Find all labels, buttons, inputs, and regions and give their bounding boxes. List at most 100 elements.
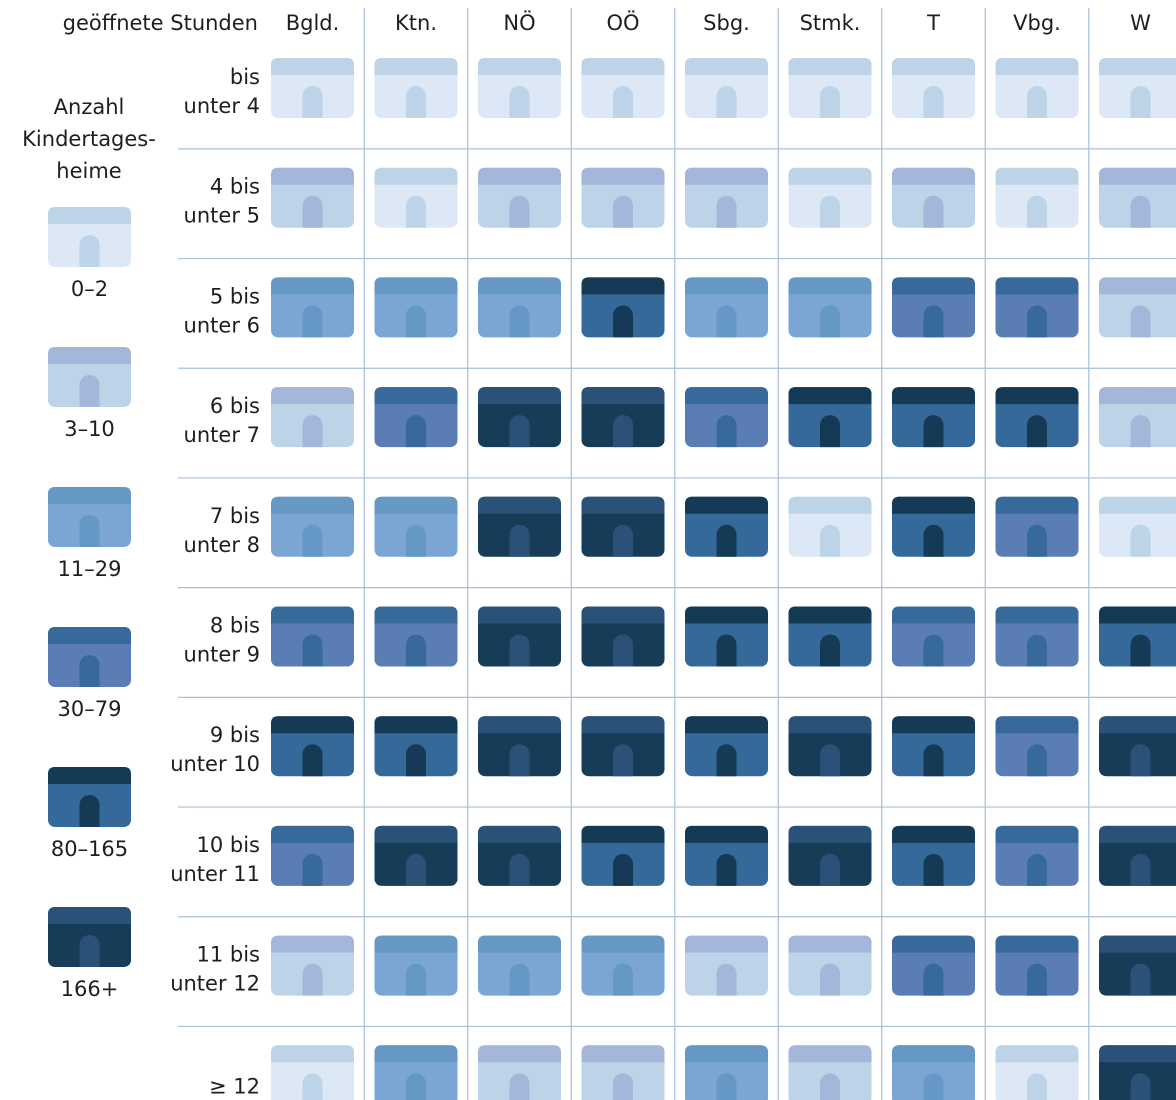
heatmap-cell: [478, 496, 561, 557]
legend-swatch-roof: [48, 907, 131, 924]
heatmap-cell: [788, 58, 872, 118]
heatmap-cell-door: [406, 1073, 426, 1100]
heatmap-cell-door: [716, 305, 737, 338]
heatmap-cell-door: [1027, 195, 1047, 228]
heatmap-cell: [685, 167, 768, 228]
heatmap-cell-door: [613, 744, 633, 777]
heatmap-cell: [374, 58, 458, 118]
heatmap-cell: [271, 1045, 354, 1100]
column-header: Sbg.: [703, 11, 750, 35]
heatmap-cell-door: [509, 415, 530, 448]
heatmap-cell-roof: [271, 935, 354, 953]
heatmap-cell-door: [1130, 963, 1151, 996]
heatmap-cell-roof: [685, 606, 768, 624]
grid-lines: [178, 8, 1176, 1100]
heatmap-cell-door: [302, 963, 323, 996]
heatmap-cell-door: [1027, 524, 1047, 557]
row-label-line: 5 bis: [210, 284, 260, 308]
heatmap-cell-roof: [685, 277, 768, 295]
heatmap-cell-roof: [1099, 716, 1176, 734]
heatmap-cell: [892, 606, 975, 667]
heatmap-cell-roof: [478, 825, 561, 843]
heatmap-cell-roof: [271, 277, 354, 295]
heatmap-cell-roof: [478, 935, 561, 953]
heatmap-cell: [892, 496, 975, 557]
heatmap-cell-door: [613, 634, 633, 667]
heatmap-cell-roof: [374, 1045, 458, 1063]
heatmap-cell-roof: [478, 277, 561, 295]
heatmap-cell-roof: [995, 277, 1079, 295]
heatmap-cell: [892, 277, 975, 338]
corner-label: geöffnete Stunden: [63, 11, 258, 35]
legend: Anzahl Kindertages- heime 0–2 3–10 11–29 30…: [22, 95, 156, 1001]
heatmap-cell-door: [509, 634, 530, 667]
row-label-line: unter 7: [184, 423, 260, 447]
heatmap-cell: [478, 387, 561, 448]
heatmap-cell-door: [923, 963, 944, 996]
heatmap-cell-door: [406, 305, 426, 338]
legend-swatch: [48, 487, 131, 547]
heatmap-cell: [271, 58, 354, 118]
heatmap-cell-door: [820, 524, 840, 557]
heatmap-cell: [1099, 716, 1176, 777]
heatmap-cell-door: [1130, 853, 1151, 886]
heatmap-cell: [892, 387, 975, 448]
heatmap-cell: [995, 825, 1079, 886]
heatmap-cell-roof: [995, 935, 1079, 953]
legend-label: 80–165: [51, 837, 128, 861]
heatmap-cell: [1099, 277, 1176, 338]
heatmap-cell-door: [302, 305, 323, 338]
heatmap-cell: [892, 935, 975, 996]
heatmap-cell: [271, 387, 354, 448]
legend-label: 30–79: [58, 697, 122, 721]
column-header: Stmk.: [800, 11, 861, 35]
heatmap-cell-roof: [581, 606, 665, 624]
heatmap-cell-roof: [788, 496, 872, 514]
legend-title-line-1: Anzahl: [54, 95, 125, 119]
heatmap-cell-roof: [892, 1045, 975, 1063]
heatmap-cell-door: [820, 305, 840, 338]
heatmap-cell-door: [923, 415, 944, 448]
heatmap-cell-door: [1130, 1073, 1151, 1100]
legend-label: 3–10: [64, 417, 115, 441]
heatmap-cell-door: [406, 963, 426, 996]
heatmap-cell-door: [302, 86, 323, 118]
heatmap-cell-roof: [581, 277, 665, 295]
heatmap-cell-roof: [995, 606, 1079, 624]
heatmap-cell: [1099, 935, 1176, 996]
heatmap-cell: [1099, 825, 1176, 886]
heatmap-cell-roof: [685, 935, 768, 953]
heatmap-cell: [1099, 387, 1176, 448]
heatmap-cell-roof: [892, 167, 975, 185]
heatmap-cell-roof: [581, 1045, 665, 1063]
heatmap-cell: [995, 1045, 1079, 1100]
legend-swatch-roof: [48, 487, 131, 504]
heatmap-cell: [271, 277, 354, 338]
heatmap-cell-roof: [685, 825, 768, 843]
row-label-line: 8 bis: [210, 614, 260, 638]
legend-items: 0–2 3–10 11–29 30–79 80–165 166+: [48, 207, 131, 1001]
heatmap-cell-roof: [374, 716, 458, 734]
heatmap-cell: [685, 387, 768, 448]
heatmap-cell-roof: [892, 387, 975, 405]
heatmap-cell-door: [613, 86, 633, 118]
column-header: W: [1130, 11, 1151, 35]
heatmap-cell-roof: [892, 606, 975, 624]
heatmap-cell: [581, 496, 665, 557]
heatmap-cell-door: [1027, 634, 1047, 667]
heatmap-cell: [685, 935, 768, 996]
heatmap-cell-roof: [271, 716, 354, 734]
heatmap-cell-door: [716, 415, 737, 448]
heatmap-cell-door: [923, 853, 944, 886]
heatmap-cell-door: [923, 195, 944, 228]
heatmap-cell-door: [1027, 305, 1047, 338]
heatmap-cell: [788, 277, 872, 338]
heatmap-cell-roof: [374, 277, 458, 295]
heatmap-cell-roof: [995, 58, 1079, 75]
heatmap-cell-door: [509, 86, 530, 118]
heatmap-cell-roof: [788, 1045, 872, 1063]
legend-title-line-2: Kindertages-: [22, 127, 156, 151]
heatmap-cell-door: [509, 524, 530, 557]
legend-swatch: [48, 347, 131, 407]
heatmap-cell-roof: [788, 606, 872, 624]
